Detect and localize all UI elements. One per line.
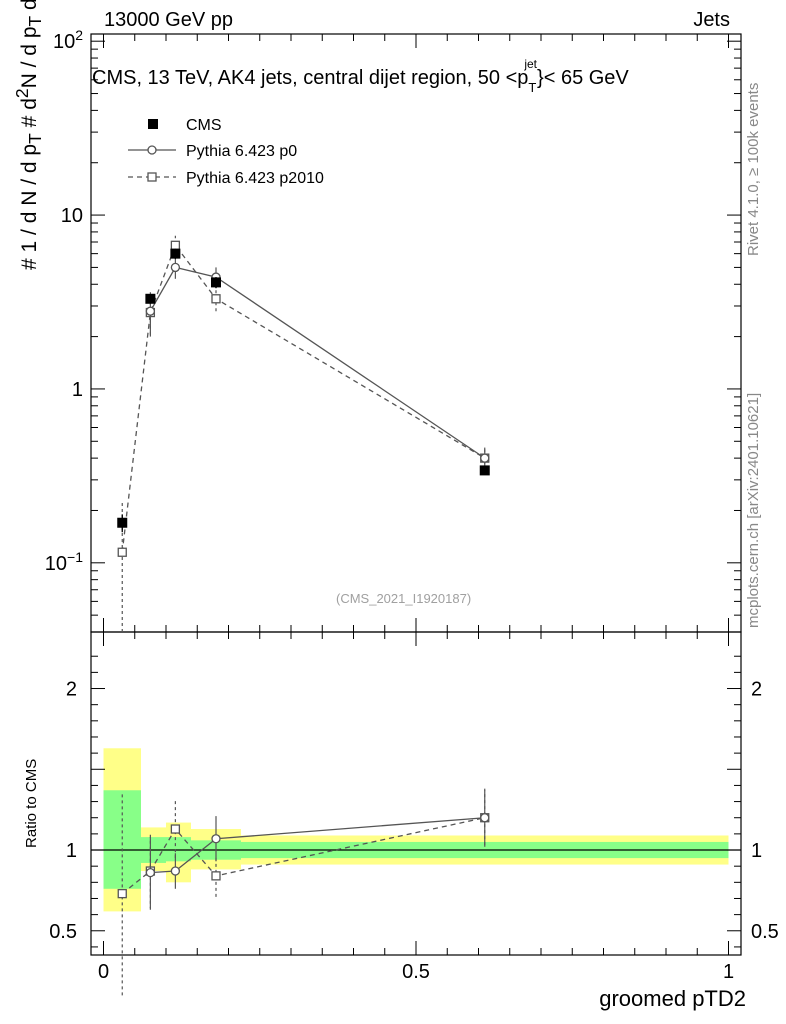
ratio-point xyxy=(211,871,221,881)
x-tick-label: 0 xyxy=(98,961,109,983)
legend-label: Pythia 6.423 p2010 xyxy=(186,170,324,187)
ratio-tick-label-right: 1 xyxy=(751,840,762,862)
legend-marker-cms xyxy=(148,119,158,129)
ratio-plot-frame xyxy=(90,631,742,956)
series-line xyxy=(121,243,486,553)
ratio-tick-label-left: 1 xyxy=(66,840,77,862)
plot-title-end: }< 65 GeV xyxy=(537,67,629,89)
ratio-tick-label-left: 2 xyxy=(66,679,77,701)
series-point xyxy=(117,547,127,557)
cms-point xyxy=(170,248,181,259)
y-tick-label: 10 xyxy=(61,205,83,227)
y-tick-label: 10−1 xyxy=(45,549,83,575)
header-category: Jets xyxy=(693,9,730,31)
series-point xyxy=(170,240,181,250)
ratio-point xyxy=(117,888,127,899)
series-cms xyxy=(117,248,490,533)
ratio-tick-label-left: 0.5 xyxy=(49,921,77,943)
ratio-bands xyxy=(91,748,741,912)
plot-title-sup: jet xyxy=(524,57,538,71)
plot-title-main: CMS, 13 TeV, AK4 jets, central dijet reg… xyxy=(92,67,529,89)
series-line xyxy=(149,266,486,459)
cms-point xyxy=(479,465,490,476)
ratio-y-axis-label: Ratio to CMS xyxy=(23,758,40,848)
mcplots-label: mcplots.cern.ch [arXiv:2401.10621] xyxy=(745,392,762,628)
header-energy: 13000 GeV pp xyxy=(104,9,233,31)
legend: CMS Pythia 6.423 p0 Pythia 6.423 p2010 xyxy=(128,117,324,187)
ratio-point xyxy=(170,824,181,834)
plot-title: CMS, 13 TeV, AK4 jets, central dijet reg… xyxy=(92,58,629,94)
y-tick-label: 1 xyxy=(72,379,83,401)
axis-ticks: 0 0.5 1 10−1 1 10 102 0.5 0.5 1 1 2 2 xyxy=(45,27,779,983)
ratio-tick-label-right: 2 xyxy=(751,679,762,701)
series-p0 xyxy=(145,257,490,909)
ratio-band-green xyxy=(166,837,191,862)
legend-marker-p0 xyxy=(147,145,157,155)
x-axis-label: groomed pTD2 xyxy=(599,986,746,1011)
ratio-series-line xyxy=(150,817,485,874)
legend-marker-p2010 xyxy=(147,172,157,182)
legend-label: CMS xyxy=(186,117,222,134)
series-point xyxy=(211,294,221,304)
analysis-watermark: (CMS_2021_I1920187) xyxy=(336,591,472,606)
series-point xyxy=(480,453,490,463)
ratio-point xyxy=(170,866,181,876)
series-point xyxy=(170,262,181,273)
ratio-tick-label-right: 0.5 xyxy=(751,921,779,943)
cms-point xyxy=(211,277,221,288)
x-tick-label: 1 xyxy=(723,961,734,983)
ratio-point xyxy=(145,867,156,878)
x-tick-label: 0.5 xyxy=(402,961,430,983)
rivet-label: Rivet 4.1.0, ≥ 100k events xyxy=(745,82,762,256)
y-tick-label: 102 xyxy=(53,27,83,53)
ratio-point xyxy=(211,834,221,844)
series-point xyxy=(145,306,156,316)
main-y-axis-label: # 1 / d N / d pT # d2N / d pT dλ xyxy=(12,0,46,270)
cms-point xyxy=(145,293,156,304)
legend-label: Pythia 6.423 p0 xyxy=(186,143,297,160)
plot-title-sub: T xyxy=(528,80,537,95)
cms-point xyxy=(117,517,128,528)
ratio-point xyxy=(480,813,490,823)
